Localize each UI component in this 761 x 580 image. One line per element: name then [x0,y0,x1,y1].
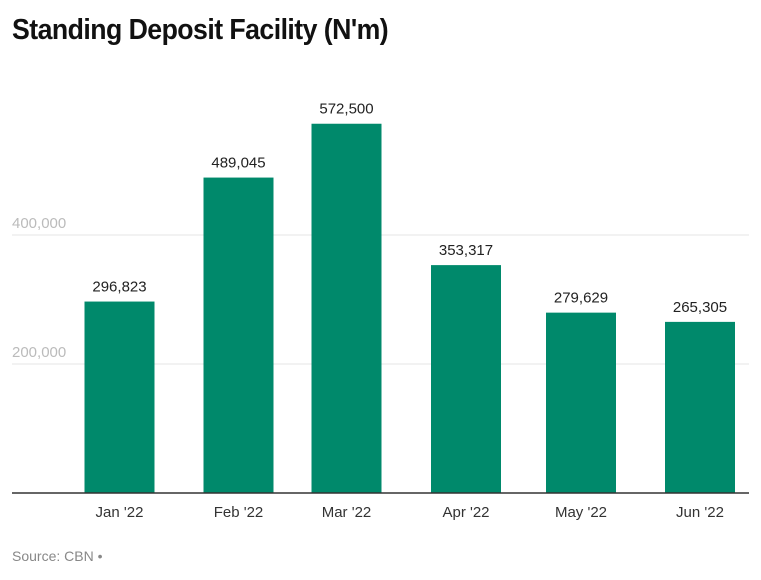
x-tick-label: Mar '22 [322,504,372,521]
data-label: 296,823 [92,279,146,296]
chart-title: Standing Deposit Facility (N'm) [12,14,389,46]
bar [311,123,382,494]
data-label: 572,500 [319,101,373,118]
x-tick-label: Jun '22 [676,504,724,521]
bar [546,312,616,493]
x-tick-label: Apr '22 [442,504,489,521]
x-tick-label: Jan '22 [96,504,144,521]
data-label: 489,045 [211,155,265,172]
data-label: 353,317 [439,242,493,259]
y-tick-label: 400,000 [12,215,66,232]
x-tick-label: May '22 [555,504,607,521]
bar [431,265,501,493]
data-labels: 296,823 489,045 572,500 353,317 279,629 265,3… [92,101,727,316]
x-axis-labels: Jan '22 Feb '22 Mar '22 Apr '22 May '22 Jun '… [96,504,724,521]
data-label: 265,305 [673,299,727,316]
source-note: Source: CBN • [12,548,103,564]
bar [203,177,274,493]
x-tick-label: Feb '22 [214,504,264,521]
bar [84,301,155,493]
y-tick-label: 200,000 [12,344,66,361]
data-label: 279,629 [554,290,608,307]
bars [84,123,735,494]
y-axis-ticks: 200,000 400,000 [12,215,66,361]
bar [665,321,735,493]
